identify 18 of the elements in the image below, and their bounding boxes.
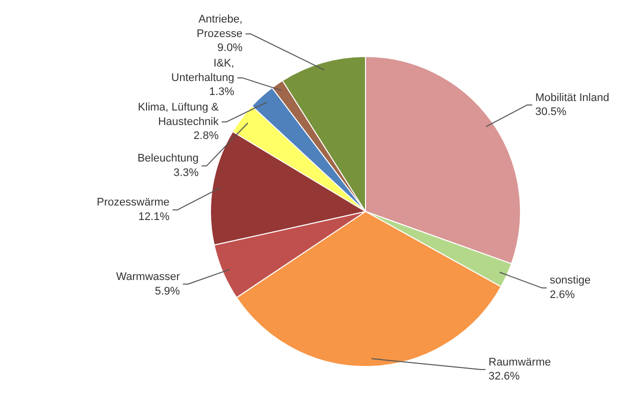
data-label: 1.3% bbox=[209, 86, 234, 98]
data-label: 2.6% bbox=[550, 289, 575, 302]
data-label: 30.5% bbox=[535, 106, 567, 118]
data-label: 32.6% bbox=[488, 370, 520, 383]
data-label: 3.3% bbox=[174, 167, 199, 180]
data-label: 2.8% bbox=[194, 130, 219, 142]
data-label: 12.1% bbox=[138, 211, 170, 224]
slice-label: I&K, Unterhaltung bbox=[171, 57, 234, 84]
slice-label: Warmwasser bbox=[116, 270, 180, 283]
slice-label: sonstige bbox=[550, 274, 591, 287]
slice-label: Raumwärme bbox=[488, 356, 551, 368]
slice-label: Prozesswärme bbox=[96, 196, 170, 209]
slice-label: Antriebe, Prozesse bbox=[196, 13, 243, 40]
slice-label: Klima, Lüftung & Haustechnik bbox=[138, 101, 220, 128]
data-label: 5.9% bbox=[154, 285, 180, 298]
data-label: 9.0% bbox=[217, 42, 243, 54]
slice-label: Beleuchtung bbox=[137, 152, 199, 165]
slice-label: Mobilität Inland bbox=[535, 92, 610, 104]
